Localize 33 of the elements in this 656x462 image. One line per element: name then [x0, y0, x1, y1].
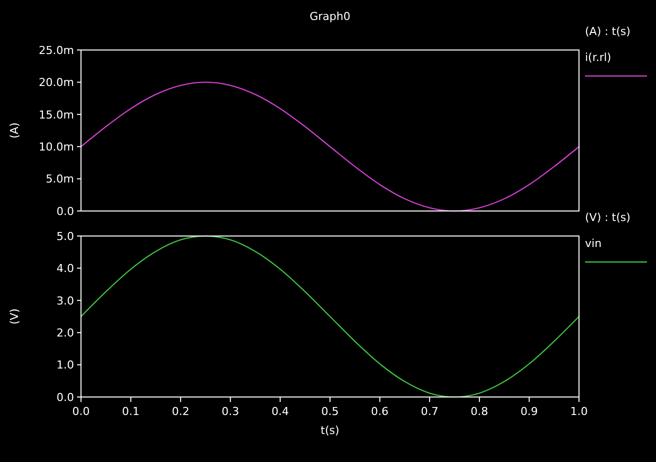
y-tick-label: 10.0m	[38, 140, 74, 154]
chart-title: Graph0	[310, 10, 350, 23]
line-series	[80, 235, 580, 398]
y-tick-label: 5.0	[56, 230, 74, 243]
text: vin	[585, 237, 602, 250]
y-tick-label: 25.0m	[38, 44, 74, 57]
y-axis-title: (V)	[8, 308, 21, 325]
legend-title: (A) : t(s)	[585, 25, 630, 38]
line-series	[80, 82, 580, 212]
x-tick-label: 0.0	[72, 405, 90, 418]
y-tick-label: 4.0	[56, 262, 74, 276]
legend-title: (V) : t(s)	[585, 211, 630, 224]
x-tick-label: 0.4	[271, 405, 289, 418]
x-tick-label: 0.9	[520, 405, 538, 418]
x-tick-label: 0.3	[222, 405, 240, 418]
y-tick-label: 3.0	[56, 294, 74, 308]
y-tick-label: 0.0	[56, 390, 74, 404]
text: i(r.rl)	[585, 51, 612, 64]
y-tick-label: 2.0	[56, 326, 74, 340]
x-axis-title: t(s)	[320, 424, 340, 437]
y-tick-label: 0.0	[56, 204, 74, 218]
x-tick-label: 1.0	[570, 405, 588, 418]
y-tick-label: 20.0m	[38, 76, 74, 90]
x-tick-label: 0.6	[371, 405, 389, 418]
x-tick-label: 0.2	[172, 405, 190, 418]
x-tick-label: 0.1	[122, 405, 140, 418]
y-axis-title: (A)	[8, 122, 21, 139]
x-tick-label: 0.5	[321, 405, 339, 418]
y-tick-label: 5.0m	[46, 172, 74, 186]
y-tick-label: 15.0m	[38, 108, 74, 122]
x-tick-label: 0.7	[420, 405, 438, 418]
y-tick-label: 1.0	[56, 358, 74, 372]
x-tick-label: 0.8	[470, 405, 488, 418]
